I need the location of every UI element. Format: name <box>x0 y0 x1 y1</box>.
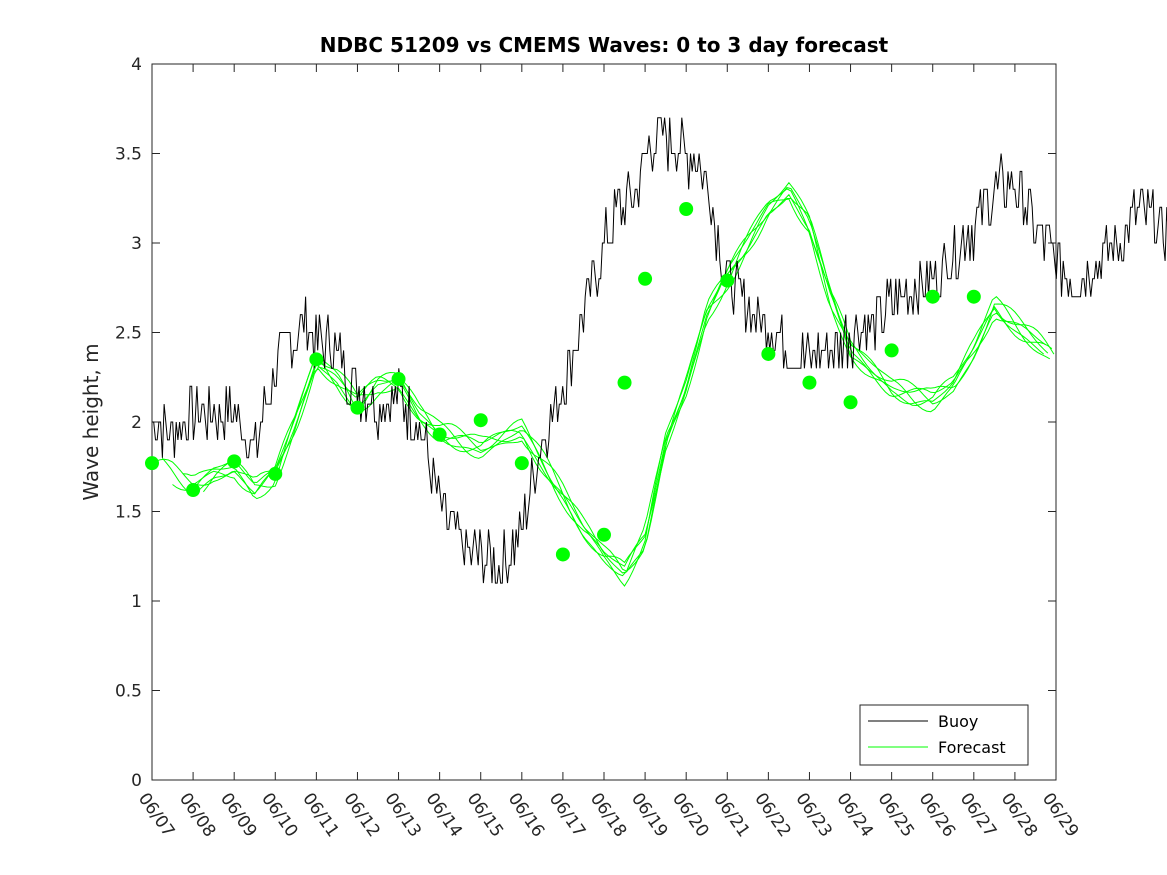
x-tick-label: 06/25 <box>874 789 918 841</box>
x-tick-label: 06/11 <box>298 789 342 841</box>
legend-box <box>859 704 1029 766</box>
forecast-start-marker <box>145 456 159 471</box>
x-tick-label: 06/22 <box>750 789 794 841</box>
x-tick-label: 06/10 <box>257 789 301 841</box>
legend-buoy-label: Buoy <box>938 712 978 731</box>
forecast-start-marker <box>597 527 611 542</box>
plot-frame <box>151 63 1057 781</box>
buoy-line <box>152 117 1167 584</box>
forecast-start-marker <box>966 289 981 304</box>
y-tick-label: 1.5 <box>115 503 142 523</box>
legend: Buoy Forecast <box>859 704 1029 766</box>
y-tick-label: 0.5 <box>115 682 142 702</box>
x-tick-label: 06/23 <box>791 789 835 841</box>
y-axis-label: Wave height, m <box>79 343 103 500</box>
y-tick-label: 1 <box>131 592 142 612</box>
y-tick-label: 3.5 <box>115 145 142 165</box>
forecast-start-marker <box>884 343 899 358</box>
forecast-start-marker <box>227 454 242 469</box>
forecast-line <box>151 198 1045 564</box>
y-tick-label: 2 <box>131 413 142 433</box>
forecast-start-marker <box>638 271 653 286</box>
forecast-start-marker <box>309 352 324 367</box>
forecast-line <box>193 193 1053 567</box>
forecast-start-marker <box>555 547 570 562</box>
x-tick-label: 06/26 <box>915 789 959 841</box>
chart-title: NDBC 51209 vs CMEMS Waves: 0 to 3 day fo… <box>320 33 889 57</box>
x-tick-label: 06/15 <box>463 789 507 841</box>
forecast-start-marker <box>802 375 817 390</box>
y-tick-label: 2.5 <box>115 324 142 344</box>
x-tick-label: 06/21 <box>709 789 753 841</box>
y-tick-label: 4 <box>131 55 142 75</box>
x-tick-label: 06/20 <box>668 789 712 841</box>
x-tick-label: 06/19 <box>627 789 671 841</box>
series-layer <box>145 117 1167 587</box>
x-tick-label: 06/09 <box>216 789 260 841</box>
legend-forecast-label: Forecast <box>938 738 1006 757</box>
y-tick-label: 3 <box>131 234 142 254</box>
x-tick-label: 06/13 <box>380 789 424 841</box>
x-tick-label: 06/07 <box>134 789 178 841</box>
forecast-start-marker <box>761 346 776 361</box>
forecast-line <box>182 188 1051 577</box>
forecast-start-marker <box>925 289 940 304</box>
forecast-start-marker <box>268 466 283 481</box>
x-tick-label: 06/12 <box>339 789 383 841</box>
y-axis: 0 0.5 1 1.5 2 2.5 3 3.5 4 <box>115 55 1056 791</box>
x-tick-label: 06/17 <box>545 789 589 841</box>
forecast-start-marker <box>186 483 201 498</box>
y-tick-label: 0 <box>131 771 142 791</box>
x-tick-label: 06/18 <box>586 789 630 841</box>
forecast-start-marker <box>514 456 529 471</box>
forecast-start-marker <box>473 413 488 428</box>
x-tick-label: 06/14 <box>422 789 466 841</box>
forecast-start-marker <box>843 395 858 410</box>
forecast-start-marker <box>432 427 447 442</box>
forecast-start-marker <box>720 273 735 288</box>
forecast-start-marker <box>617 375 632 390</box>
x-tick-label: 06/29 <box>1038 789 1082 841</box>
x-tick-label: 06/27 <box>956 789 1000 841</box>
x-tick-label: 06/28 <box>997 789 1041 841</box>
forecast-start-marker <box>391 372 406 387</box>
x-tick-label: 06/24 <box>832 789 876 841</box>
forecast-start-marker <box>350 400 365 415</box>
forecast-start-marker <box>679 201 694 216</box>
x-tick-label: 06/16 <box>504 789 548 841</box>
x-tick-label: 06/08 <box>175 789 219 841</box>
